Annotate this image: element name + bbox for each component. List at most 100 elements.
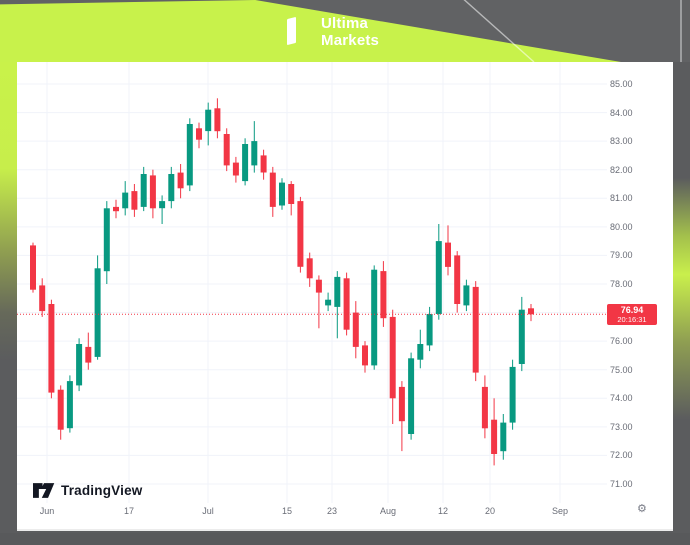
candle-body <box>186 124 193 186</box>
time-tick: 17 <box>123 506 135 516</box>
price-tick: 75.00 <box>610 364 633 375</box>
candle-body <box>122 192 129 209</box>
candle-body <box>232 162 239 176</box>
left-frame-accent <box>0 62 17 545</box>
candle-body <box>518 309 525 364</box>
time-tick: Aug <box>379 506 397 516</box>
candlestick-chart[interactable] <box>17 62 673 529</box>
candle-body <box>509 366 516 423</box>
candle-body <box>94 268 101 357</box>
logo-bar-white <box>287 16 296 46</box>
candle-body <box>242 144 249 182</box>
candle-body <box>48 304 55 393</box>
candle-body <box>30 245 36 290</box>
candle-body <box>362 345 368 366</box>
candle-body <box>196 128 202 140</box>
candle-body <box>417 344 424 360</box>
tradingview-icon <box>33 483 55 498</box>
candle-body <box>251 141 258 166</box>
price-tick: 85.00 <box>610 79 633 89</box>
ultima-markets-logo: Ultima Markets <box>287 12 379 52</box>
candle-body <box>66 381 73 429</box>
candle-body <box>352 312 359 347</box>
candle-body <box>288 184 295 204</box>
last-price-label: 76.94 20:16:31 <box>607 303 657 325</box>
price-tick: 78.00 <box>610 279 633 289</box>
time-tick: 12 <box>437 506 449 516</box>
candle-body <box>481 386 488 429</box>
candle-body <box>159 201 166 209</box>
hexagon-outline-decoration <box>463 0 682 62</box>
candle-body <box>325 299 332 306</box>
tradingview-wordmark: TradingView <box>61 483 143 498</box>
price-tick: 80.00 <box>610 221 633 232</box>
price-tick: 84.00 <box>610 107 633 118</box>
candle-body <box>297 201 304 267</box>
candle-body <box>103 208 110 272</box>
price-tick: 83.00 <box>610 136 633 147</box>
candle-body <box>380 271 387 319</box>
candle-body <box>398 386 405 422</box>
candle-body <box>39 285 46 312</box>
branding-header: Ultima Markets <box>0 0 690 62</box>
candle-body <box>76 344 83 386</box>
candle-body <box>408 358 415 434</box>
tradingview-attribution[interactable]: TradingView <box>33 483 142 498</box>
bottom-frame-band <box>0 533 690 545</box>
brand-line2: Markets <box>321 32 380 49</box>
candle-body <box>389 316 396 399</box>
candle-body <box>223 134 230 166</box>
candle-body <box>315 279 322 293</box>
candle-body <box>131 191 138 210</box>
logo-bar-lime <box>300 26 309 52</box>
candle-body <box>306 258 313 279</box>
candle-body <box>279 182 285 206</box>
candle-body <box>214 108 221 132</box>
candle-body <box>140 174 147 207</box>
price-tick: 74.00 <box>610 393 633 404</box>
candle-body <box>472 286 479 373</box>
price-tick: 73.00 <box>610 421 633 432</box>
candle-body <box>205 109 212 132</box>
candle-body <box>113 206 119 212</box>
candle-body <box>343 278 350 330</box>
ultima-markets-logo-icon <box>287 12 311 52</box>
candle-body <box>500 422 507 452</box>
price-tick: 79.00 <box>610 250 633 261</box>
time-tick: Jun <box>39 506 55 516</box>
candle-body <box>269 172 276 207</box>
candle-body <box>426 314 433 346</box>
countdown-timer: 20:16:31 <box>617 314 647 324</box>
brand-line1: Ultima <box>321 15 369 32</box>
candle-body <box>463 285 470 306</box>
candle-body <box>445 242 451 267</box>
candle-body <box>149 175 156 209</box>
right-frame-accent <box>673 62 690 545</box>
candle-body <box>85 346 92 363</box>
time-tick: 23 <box>326 506 338 516</box>
brand-name: Ultima Markets <box>321 15 379 49</box>
candle-body <box>435 241 442 314</box>
price-tick: 71.00 <box>610 479 633 489</box>
price-tick: 76.00 <box>610 336 633 347</box>
time-tick: Sep <box>551 506 569 516</box>
price-tick: 72.00 <box>610 450 633 461</box>
candle-body <box>57 389 64 430</box>
candle-body <box>260 155 267 173</box>
last-price-value: 76.94 <box>620 304 644 315</box>
time-tick: Jul <box>202 506 214 516</box>
time-tick: 20 <box>484 506 496 516</box>
candle-body <box>528 308 534 315</box>
candle-body <box>334 276 341 307</box>
candle-body <box>371 269 378 366</box>
price-tick: 82.00 <box>610 164 633 175</box>
candle-body <box>168 174 175 202</box>
candle-body <box>177 172 184 189</box>
time-tick: 15 <box>281 506 293 516</box>
price-tick: 81.00 <box>610 193 633 204</box>
candle-body <box>454 255 461 304</box>
candle-body <box>491 419 498 454</box>
gear-icon[interactable]: ⚙ <box>637 503 647 515</box>
chart-card: 85.00 84.00 83.00 82.00 81.00 80.00 79.00 78.00… <box>17 62 673 531</box>
